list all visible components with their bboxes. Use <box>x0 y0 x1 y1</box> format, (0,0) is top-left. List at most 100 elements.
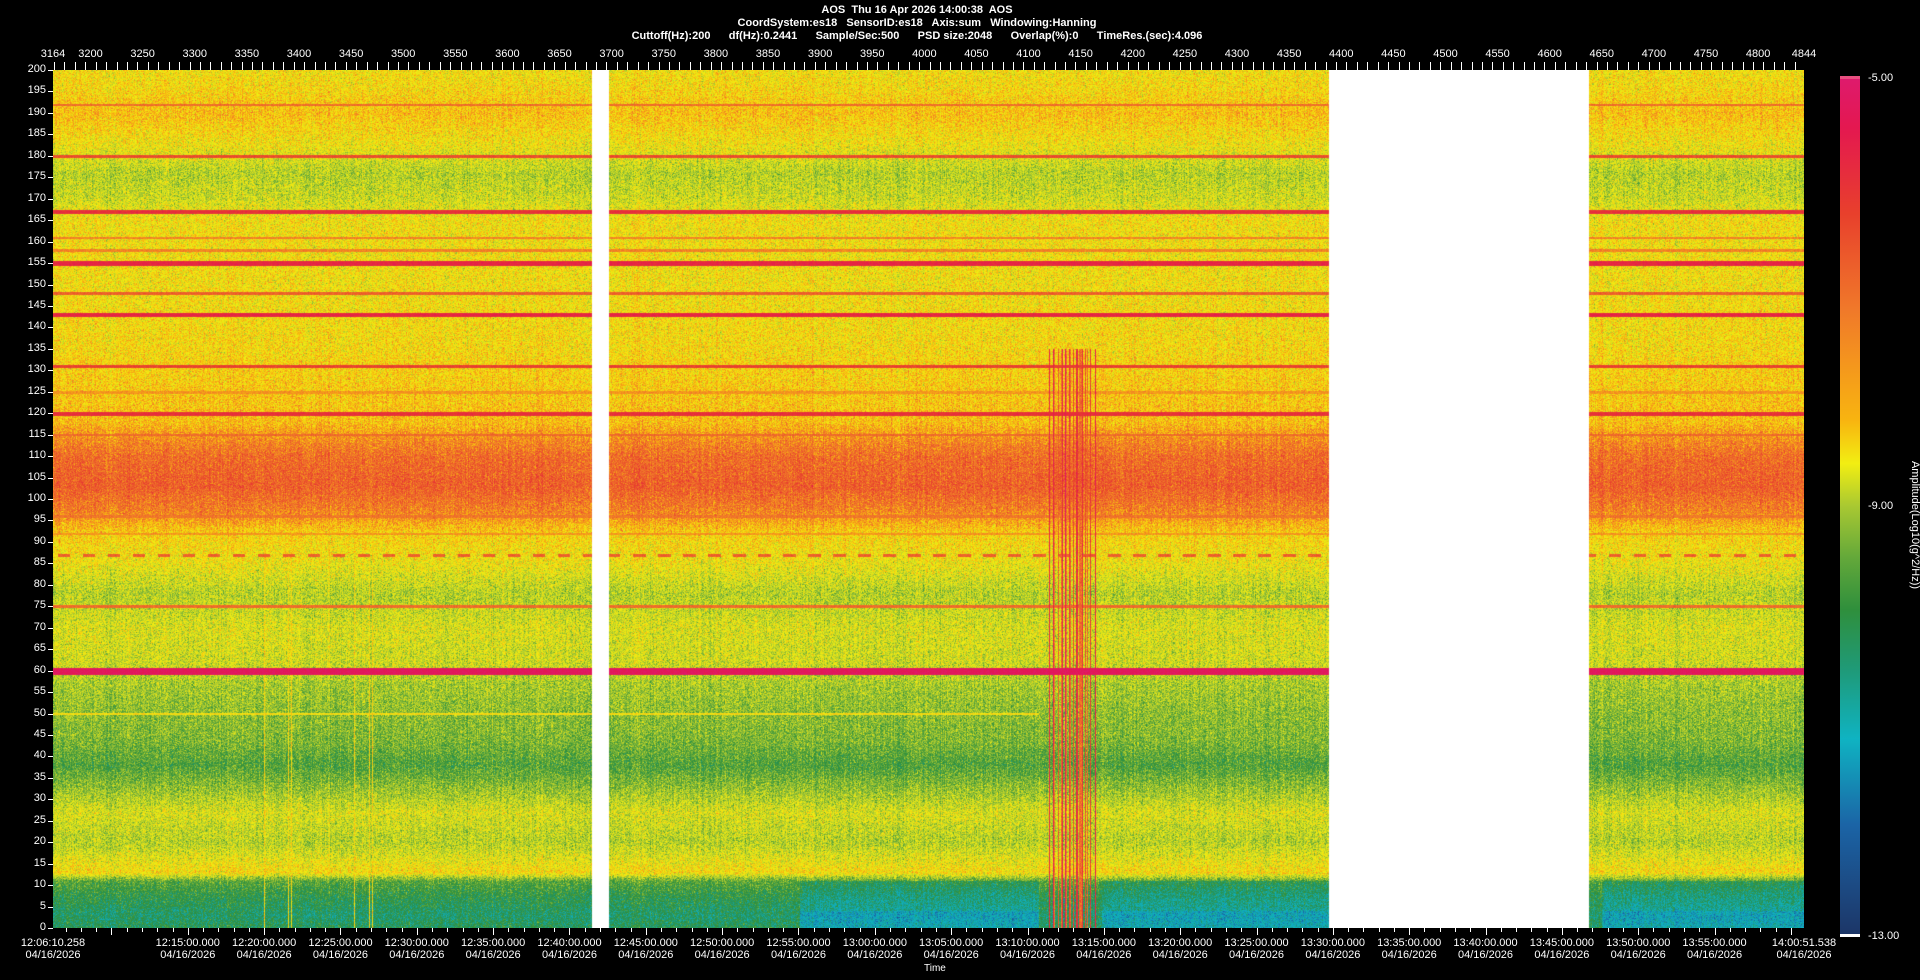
y-tick-label: 15 <box>33 856 46 869</box>
x-minor-tick <box>1440 62 1442 70</box>
time-tick-label: 13:15:00.000 04/16/2026 <box>1072 937 1136 961</box>
time-minor-tick <box>1668 928 1670 932</box>
x-minor-tick <box>1586 62 1588 70</box>
time-minor-tick <box>844 928 846 932</box>
colorbar-top-cap <box>1840 76 1860 79</box>
time-tick-time: 13:10:00.000 <box>995 937 1060 949</box>
x-minor-tick <box>1565 62 1567 70</box>
x-minor-tick <box>460 62 462 70</box>
time-tick-label: 12:25:00.000 04/16/2026 <box>308 937 372 961</box>
x-minor-tick <box>721 62 723 70</box>
time-tick-time: 12:45:00.000 <box>613 937 678 949</box>
time-minor-tick <box>1058 928 1060 932</box>
x-minor-tick <box>491 62 493 70</box>
time-minor-tick <box>1500 928 1502 932</box>
time-minor-tick <box>218 928 220 932</box>
x-minor-tick <box>627 62 629 70</box>
time-minor-tick <box>1546 928 1548 932</box>
time-minor-tick <box>798 928 800 935</box>
time-minor-tick <box>890 928 892 932</box>
x-minor-tick <box>1148 62 1150 70</box>
x-minor-tick <box>1450 62 1452 70</box>
time-tick-time: 12:15:00.000 <box>155 937 220 949</box>
x-tick-label: 3650 <box>547 48 572 60</box>
x-minor-tick <box>1179 62 1181 70</box>
y-tick <box>48 499 53 500</box>
y-tick <box>48 112 53 114</box>
time-minor-tick <box>432 928 434 932</box>
time-minor-tick <box>462 928 464 932</box>
time-tick-date: 04/16/2026 <box>312 949 368 961</box>
time-minor-tick <box>355 928 357 932</box>
x-minor-tick <box>908 62 910 70</box>
x-tick-label: 4150 <box>1068 48 1093 60</box>
time-minor-tick <box>1073 928 1075 932</box>
time-minor-tick <box>1195 928 1197 932</box>
x-tick-label: 4550 <box>1485 48 1510 60</box>
y-tick <box>48 477 53 479</box>
y-tick <box>48 863 53 865</box>
time-tick-date: 04/16/2026 <box>1457 949 1514 961</box>
x-tick-label: 3250 <box>130 48 155 60</box>
x-minor-tick <box>1367 62 1369 70</box>
time-tick-label: 13:05:00.000 04/16/2026 <box>919 937 983 961</box>
y-tick-label: 75 <box>33 599 46 612</box>
x-minor-tick <box>74 62 76 70</box>
x-minor-tick <box>1773 62 1775 70</box>
y-tick <box>48 155 53 157</box>
x-minor-tick <box>293 62 295 70</box>
y-tick <box>48 584 53 586</box>
time-minor-tick <box>294 928 296 932</box>
x-minor-tick <box>658 62 660 70</box>
spectrogram-plot[interactable] <box>53 70 1804 928</box>
time-tick-time: 12:20:00.000 <box>232 937 297 949</box>
time-minor-tick <box>203 928 205 932</box>
time-minor-tick <box>752 928 754 932</box>
x-tick-label: 3700 <box>599 48 624 60</box>
x-minor-tick <box>606 62 608 70</box>
time-tick-time: 13:05:00.000 <box>919 937 984 949</box>
y-tick <box>48 627 53 629</box>
x-minor-tick <box>1742 62 1744 70</box>
x-minor-tick <box>1085 62 1087 70</box>
y-tick-label: 110 <box>28 449 46 462</box>
x-minor-tick <box>85 62 87 70</box>
x-minor-tick <box>1023 62 1025 70</box>
x-tick-label: 4250 <box>1172 48 1198 60</box>
y-tick <box>48 134 53 136</box>
x-tick-label: 3450 <box>338 48 364 60</box>
time-tick-time: 12:55:00.000 <box>766 937 831 949</box>
colorbar <box>1840 76 1860 937</box>
time-minor-tick <box>1363 928 1365 932</box>
time-minor-tick <box>676 928 678 932</box>
x-minor-tick <box>1627 62 1629 70</box>
x-minor-tick <box>397 62 399 70</box>
time-minor-tick <box>569 928 571 935</box>
y-tick <box>48 906 53 908</box>
time-tick-time: 13:45:00.000 <box>1529 937 1594 949</box>
x-minor-tick <box>429 62 431 70</box>
x-minor-tick <box>335 62 337 70</box>
y-tick-label: 170 <box>27 191 46 204</box>
time-minor-tick <box>935 928 937 932</box>
x-minor-tick <box>1283 62 1285 70</box>
time-tick-label: 13:35:00.000 04/16/2026 <box>1377 937 1441 961</box>
x-minor-tick <box>898 62 900 70</box>
x-minor-tick <box>1732 62 1734 70</box>
y-tick <box>48 284 53 286</box>
x-minor-tick <box>158 62 160 70</box>
y-tick <box>48 842 53 844</box>
x-minor-tick <box>116 62 118 70</box>
x-minor-tick <box>835 62 837 70</box>
x-minor-tick <box>877 62 879 70</box>
time-minor-tick <box>1149 928 1151 932</box>
time-tick-date: 04/16/2026 <box>1305 949 1361 961</box>
x-minor-tick <box>189 62 191 70</box>
x-minor-tick <box>1273 62 1275 70</box>
x-tick-label: 3750 <box>651 48 676 60</box>
x-minor-tick <box>543 62 545 70</box>
x-minor-tick <box>1169 62 1171 70</box>
x-minor-tick <box>992 62 994 70</box>
x-axis-label: Time <box>924 963 946 974</box>
x-minor-tick <box>252 62 254 70</box>
